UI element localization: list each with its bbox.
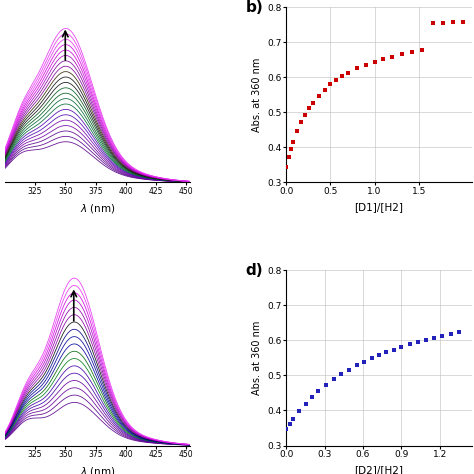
X-axis label: [D1]/[H2]: [D1]/[H2] [355, 202, 403, 212]
Point [353, 362, 360, 369]
Point [308, 393, 316, 401]
Point [283, 163, 290, 171]
Point [383, 348, 390, 356]
Point [439, 19, 447, 27]
Text: b): b) [246, 0, 264, 15]
Text: d): d) [246, 263, 263, 278]
Point [337, 370, 345, 378]
Point [287, 145, 295, 153]
Point [295, 407, 303, 415]
Point [289, 416, 297, 423]
Point [380, 55, 387, 63]
X-axis label: $\lambda$ (nm): $\lambda$ (nm) [80, 465, 115, 474]
Point [353, 362, 360, 369]
Point [422, 336, 430, 344]
Point [286, 420, 293, 428]
Point [322, 381, 330, 389]
Point [327, 81, 334, 88]
Point [447, 330, 455, 338]
Point [406, 341, 413, 348]
Point [353, 65, 361, 73]
Point [399, 51, 406, 58]
Point [459, 18, 466, 26]
Point [302, 400, 310, 408]
Point [297, 118, 305, 126]
Point [333, 76, 340, 84]
Point [390, 346, 398, 353]
Y-axis label: Abs. at 360 nm: Abs. at 360 nm [252, 321, 262, 395]
Point [438, 332, 446, 340]
Point [344, 69, 352, 77]
X-axis label: [D2]/[H2]: [D2]/[H2] [355, 465, 403, 474]
Point [409, 48, 416, 56]
Point [285, 154, 292, 161]
Point [429, 19, 437, 27]
Point [362, 61, 370, 69]
Point [338, 73, 346, 80]
Point [309, 99, 317, 107]
Point [315, 387, 322, 395]
Point [293, 128, 301, 135]
Point [449, 18, 456, 26]
Point [360, 358, 368, 365]
Point [305, 105, 313, 112]
Point [371, 58, 378, 65]
Point [315, 92, 322, 100]
Point [321, 86, 328, 93]
X-axis label: $\lambda$ (nm): $\lambda$ (nm) [80, 202, 115, 215]
Point [398, 343, 405, 351]
Point [330, 375, 337, 383]
Point [368, 355, 375, 362]
Point [301, 111, 309, 118]
Point [289, 416, 297, 423]
Point [309, 99, 317, 107]
Point [398, 343, 405, 351]
Point [375, 351, 383, 359]
Point [388, 53, 396, 61]
Point [344, 69, 352, 77]
Y-axis label: Abs. at 360 nm: Abs. at 360 nm [252, 58, 262, 132]
Point [414, 338, 421, 346]
Point [345, 366, 353, 374]
Point [455, 328, 463, 336]
Point [290, 138, 297, 146]
Point [388, 53, 396, 61]
Point [283, 425, 290, 432]
Point [315, 387, 322, 395]
Point [290, 138, 297, 146]
Point [419, 46, 426, 54]
Point [430, 334, 438, 342]
